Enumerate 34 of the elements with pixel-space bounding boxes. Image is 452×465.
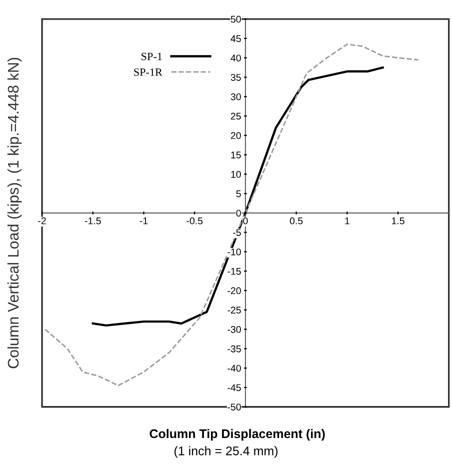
- y-tick-label: -15: [228, 268, 241, 275]
- y-tick-label: 30: [230, 93, 241, 100]
- y-tick-label: 45: [230, 35, 241, 42]
- y-tick-label: -40: [228, 364, 241, 372]
- y-tick-label: -20: [228, 287, 241, 294]
- x-tick-label: 1.5: [392, 217, 404, 224]
- x-tick-label: -0.5: [186, 217, 203, 224]
- y-axis-title: Column Vertical Load (kips), (1 kip.=4.448 kN): [7, 58, 22, 368]
- x-tick-label: 1: [345, 217, 350, 224]
- y-tick-label: 40: [230, 54, 241, 62]
- legend-label: SP-1: [142, 52, 162, 60]
- y-tick-label: 50: [230, 16, 241, 23]
- y-tick-label: -25: [228, 306, 241, 314]
- x-tick-label: -2: [38, 217, 46, 224]
- x-tick-label: 0.5: [290, 217, 303, 224]
- y-tick-label: -30: [228, 326, 241, 333]
- y-tick-label: 25: [230, 112, 241, 120]
- y-tick-label: 10: [231, 170, 241, 178]
- text: (1 inch = 25.4 mm): [174, 446, 278, 458]
- legend-label: SP-1R: [134, 68, 162, 76]
- x-tick-label: -1: [140, 217, 148, 224]
- y-tick-label: 5: [236, 190, 241, 198]
- y-tick-label: -45: [228, 384, 241, 392]
- y-tick-label: 0: [236, 210, 241, 217]
- x-tick-label: 0: [243, 217, 248, 224]
- x-axis-title: Column Tip Displacement (in): [150, 428, 325, 441]
- y-tick-label: -35: [228, 345, 241, 352]
- x-tick-label: -1.5: [84, 217, 101, 224]
- y-tick-label: -50: [228, 404, 241, 410]
- y-tick-label: 15: [231, 152, 241, 158]
- y-tick-label: -5: [233, 229, 241, 236]
- y-tick-label: 20: [230, 132, 241, 140]
- y-tick-label: 35: [230, 74, 241, 81]
- y-tick-label: -10: [228, 248, 241, 256]
